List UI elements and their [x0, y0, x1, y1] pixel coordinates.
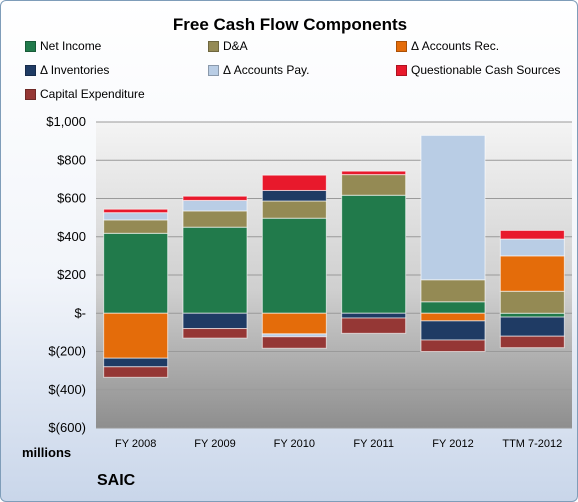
legend-item-d-a: D&A	[208, 39, 248, 53]
legend-item-capital-expenditure: Capital Expenditure	[25, 87, 145, 101]
legend-item-accounts-rec: Δ Accounts Rec.	[396, 39, 499, 53]
bar-net-income-fy-2008	[103, 232, 169, 314]
y-tick-label: $(600)	[48, 420, 86, 435]
y-tick-label: $400	[57, 229, 86, 244]
legend-label: Capital Expenditure	[40, 87, 145, 101]
legend-item-accounts-pay: Δ Accounts Pay.	[208, 63, 310, 77]
legend-label: Net Income	[40, 39, 102, 53]
bar-capital-expenditure-fy-2009	[182, 328, 248, 339]
bar-d-a-fy-2010	[261, 200, 327, 219]
bar-capital-expenditure-fy-2012	[420, 339, 486, 352]
bar-questionable-cash-sources-fy-2010	[261, 174, 327, 191]
legend-item-questionable-cash-sources: Questionable Cash Sources	[396, 63, 560, 77]
legend-swatch	[396, 40, 407, 52]
bar-inventories-ttm-7-2012	[499, 316, 565, 337]
legend-label: Δ Inventories	[40, 63, 110, 77]
y-tick-label: $200	[57, 267, 86, 282]
bar-net-income-fy-2010	[261, 217, 327, 314]
y-tick-label: $800	[57, 152, 86, 167]
bar-net-income-fy-2012	[420, 301, 486, 314]
y-tick-label: $-	[74, 305, 86, 320]
bar-accounts-pay-fy-2012	[420, 134, 486, 281]
bar-d-a-fy-2009	[182, 210, 248, 228]
bar-d-a-fy-2008	[103, 219, 169, 234]
bar-accounts-pay-ttm-7-2012	[499, 238, 565, 257]
bar-accounts-rec-fy-2008	[103, 312, 169, 359]
legend-item-net-income: Net Income	[25, 39, 101, 53]
bar-d-a-ttm-7-2012	[499, 290, 565, 314]
bar-questionable-cash-sources-ttm-7-2012	[499, 229, 565, 240]
bar-accounts-pay-fy-2009	[182, 199, 248, 212]
bar-d-a-fy-2012	[420, 279, 486, 303]
legend-label: Δ Accounts Rec.	[411, 39, 500, 53]
y-tick-label: $1,000	[46, 114, 86, 129]
legend-label: D&A	[223, 39, 248, 53]
bar-accounts-rec-ttm-7-2012	[499, 255, 565, 292]
legend-swatch	[25, 64, 36, 76]
bar-inventories-fy-2010	[261, 189, 327, 202]
x-tick-label: TTM 7-2012	[502, 438, 562, 450]
bar-questionable-cash-sources-fy-2009	[182, 195, 248, 201]
bar-net-income-fy-2011	[341, 194, 407, 314]
x-tick-label: FY 2010	[274, 438, 315, 450]
bar-accounts-pay-fy-2008	[103, 212, 169, 221]
legend-swatch	[208, 64, 219, 76]
y-unit-label: millions	[22, 445, 71, 460]
bar-capital-expenditure-fy-2010	[261, 336, 327, 349]
legend-label: Δ Accounts Pay.	[223, 63, 310, 77]
bar-capital-expenditure-fy-2011	[341, 317, 407, 334]
bar-inventories-fy-2012	[420, 320, 486, 341]
y-tick-label: $(400)	[48, 382, 86, 397]
chart-title: Free Cash Flow Components	[172, 15, 408, 34]
legend-label: Questionable Cash Sources	[411, 63, 561, 77]
bar-questionable-cash-sources-fy-2011	[341, 170, 407, 176]
bar-questionable-cash-sources-fy-2008	[103, 208, 169, 214]
bar-capital-expenditure-ttm-7-2012	[499, 335, 565, 349]
legend-swatch	[208, 40, 219, 52]
bar-accounts-rec-fy-2012	[420, 312, 486, 322]
bar-inventories-fy-2008	[103, 357, 169, 368]
brand-label: SAIC	[97, 472, 136, 489]
legend-swatch	[396, 64, 407, 76]
x-tick-label: FY 2012	[432, 438, 473, 450]
legend-swatch	[25, 88, 36, 100]
bar-net-income-ttm-7-2012	[499, 312, 565, 318]
bar-accounts-rec-fy-2010	[261, 312, 327, 335]
x-tick-label: FY 2009	[194, 438, 235, 450]
bar-inventories-fy-2011	[341, 312, 407, 319]
y-tick-label: $600	[57, 191, 86, 206]
bar-inventories-fy-2009	[182, 312, 248, 330]
legend-item-inventories: Δ Inventories	[25, 63, 109, 77]
legend-swatch	[25, 40, 36, 52]
x-tick-label: FY 2008	[115, 438, 156, 450]
bar-capital-expenditure-fy-2008	[103, 366, 169, 378]
bar-net-income-fy-2009	[182, 226, 248, 314]
bar-d-a-fy-2011	[341, 174, 407, 196]
y-tick-label: $(200)	[48, 344, 86, 359]
x-tick-label: FY 2011	[353, 438, 394, 450]
